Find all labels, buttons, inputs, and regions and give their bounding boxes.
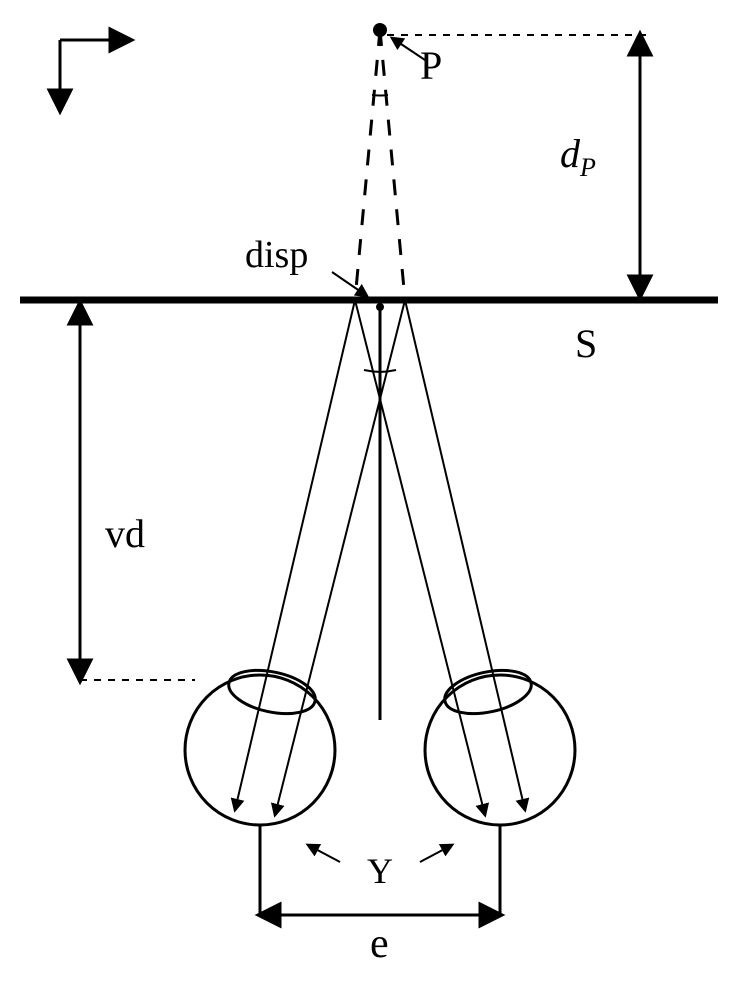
label-disp: disp [245, 233, 308, 277]
ray-p-left [355, 30, 380, 300]
label-dP: dP [560, 130, 596, 183]
disp-pointer [332, 272, 367, 296]
coord-frame [60, 40, 130, 110]
right-eye [425, 663, 575, 825]
label-S: S [575, 320, 597, 367]
left-eye [185, 663, 335, 825]
label-Y: Y [367, 850, 393, 892]
label-dP-sub: P [580, 153, 596, 182]
label-p: P [420, 42, 442, 89]
label-dP-d: d [560, 131, 580, 176]
ray-p-right [380, 30, 405, 300]
label-vd: vd [105, 510, 145, 557]
dim-vd [80, 304, 195, 680]
label-e: e [370, 920, 389, 968]
